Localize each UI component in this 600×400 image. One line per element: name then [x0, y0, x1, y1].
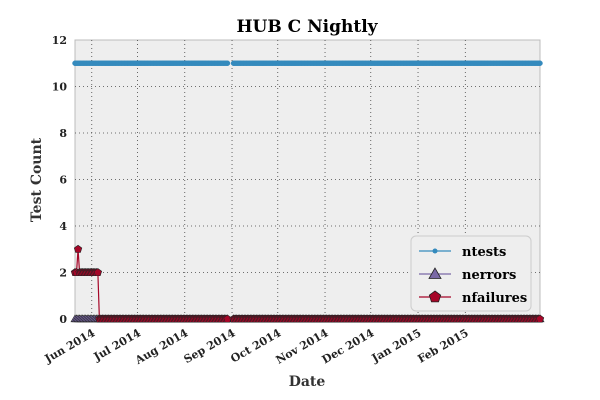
- legend-marker-nfailures: [428, 290, 442, 303]
- legend-label-ntests: ntests: [462, 245, 506, 260]
- series-nfailures: [70, 244, 545, 323]
- legend-label-nerrors: nerrors: [462, 268, 516, 283]
- legend-box: [410, 235, 532, 312]
- legend-marker-nerrors: [428, 267, 442, 279]
- series-layer: [70, 60, 545, 323]
- data-point-ntests: [224, 60, 231, 66]
- legend: ntests nerrors nfailures: [410, 235, 532, 312]
- x-axis-label: Date: [289, 374, 326, 390]
- x-tick-label: Jan 2015: [369, 326, 424, 365]
- legend-marker-ntests: [432, 248, 438, 254]
- y-tick-label: 10: [52, 81, 68, 94]
- y-tick-label: 6: [59, 174, 67, 187]
- y-tick-label: 12: [52, 34, 67, 47]
- x-tick-label: Feb 2015: [415, 326, 470, 365]
- y-tick-label: 2: [59, 267, 67, 280]
- x-tick-label: Jun 2014: [42, 326, 98, 366]
- data-point-nfailures: [93, 268, 103, 277]
- x-tick-label: Aug 2014: [132, 326, 190, 367]
- data-point-nfailures: [73, 244, 83, 253]
- y-axis-label: Test Count: [29, 137, 45, 222]
- series-ntests: [72, 60, 543, 66]
- x-tick-label: Dec 2014: [320, 326, 377, 366]
- data-point-ntests: [537, 60, 543, 66]
- data-point-nfailures: [535, 314, 545, 323]
- legend-label-nfailures: nfailures: [462, 291, 527, 306]
- chart-title: HUB C Nightly: [236, 17, 378, 37]
- y-tick-label: 8: [59, 127, 67, 140]
- y-tick-label: 0: [59, 313, 67, 326]
- x-tick-label: Sep 2014: [182, 326, 238, 366]
- y-tick-label: 4: [59, 220, 67, 233]
- y-tick-labels: 0 2 4 6 8 10 12: [52, 34, 68, 326]
